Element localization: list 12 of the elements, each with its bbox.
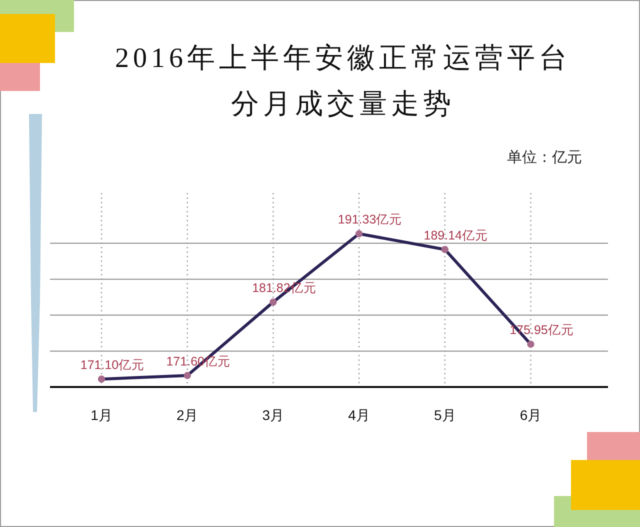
data-label: 189.14亿元: [424, 228, 488, 242]
text: 单位：亿元: [507, 149, 582, 166]
x-tick-label: 2月: [176, 407, 198, 423]
data-label: 171.10亿元: [80, 358, 145, 372]
x-tick-label: 4月: [348, 407, 370, 423]
x-tick-label: 1月: [90, 407, 112, 423]
data-label: 191.33亿元: [338, 212, 402, 227]
x-tick-label: 5月: [434, 407, 456, 423]
data-label: 181.82亿元: [252, 281, 316, 296]
x-tick-label: 6月: [520, 407, 542, 423]
chart-title: 2016年上半年安徽正常运营平台分月成交量走势: [115, 43, 571, 120]
x-tick-label: 3月: [262, 407, 284, 423]
